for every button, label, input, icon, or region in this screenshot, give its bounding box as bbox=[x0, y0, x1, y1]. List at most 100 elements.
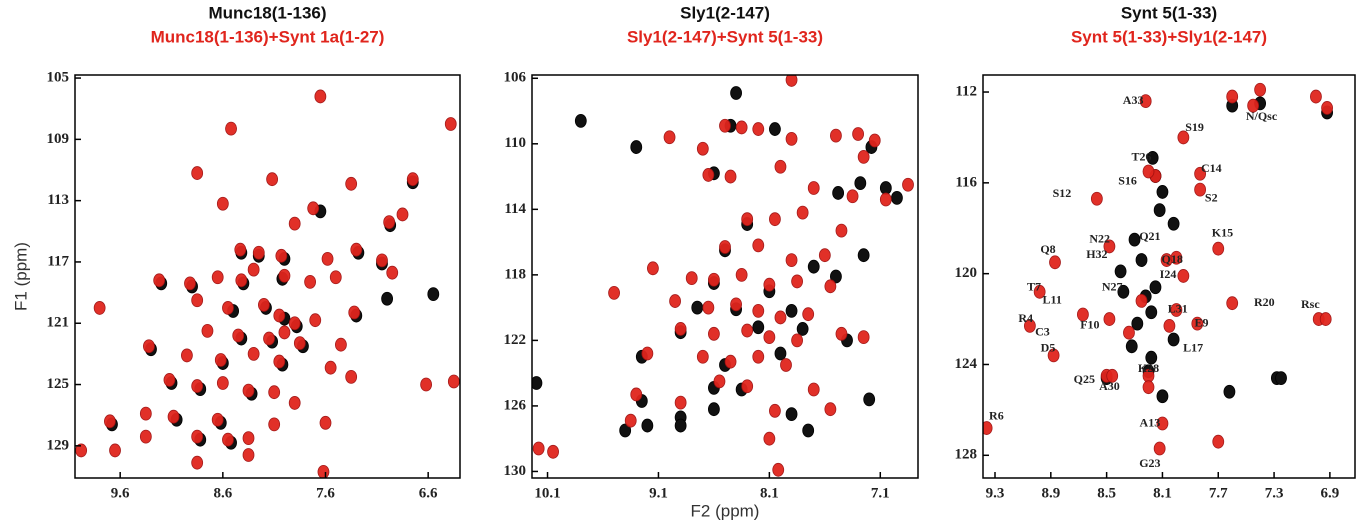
peak bbox=[288, 396, 301, 410]
peak-label: N22 bbox=[1089, 231, 1110, 245]
peak bbox=[835, 326, 848, 341]
peak bbox=[669, 294, 681, 308]
peak-label: T7 bbox=[1027, 280, 1041, 294]
peak bbox=[376, 253, 388, 268]
peak bbox=[852, 127, 865, 141]
peak-label: C14 bbox=[1201, 161, 1222, 175]
peak bbox=[383, 215, 396, 230]
peak bbox=[293, 336, 306, 351]
peak-label: T26 bbox=[1132, 150, 1152, 164]
peak bbox=[713, 374, 726, 389]
peak bbox=[752, 349, 765, 364]
peak bbox=[868, 133, 881, 148]
peak bbox=[630, 140, 643, 154]
peak bbox=[1145, 305, 1158, 320]
y-tick-label: 110 bbox=[504, 135, 526, 151]
peak bbox=[796, 205, 809, 220]
x-tick-label: 7.7 bbox=[1209, 485, 1228, 501]
peak-label: L17 bbox=[1183, 340, 1203, 354]
x-tick-label: 9.6 bbox=[111, 485, 130, 501]
peak bbox=[235, 273, 248, 288]
peak bbox=[201, 323, 214, 338]
peak bbox=[719, 240, 731, 254]
y-tick-label: 126 bbox=[504, 397, 527, 413]
peak bbox=[216, 376, 229, 390]
peak bbox=[807, 259, 820, 274]
peak bbox=[420, 377, 433, 392]
peak bbox=[532, 441, 545, 456]
peak bbox=[1149, 280, 1162, 295]
peak bbox=[846, 189, 859, 204]
peak bbox=[802, 307, 815, 322]
y-tick-label: 124 bbox=[955, 356, 978, 372]
peak-label: A30 bbox=[1099, 379, 1120, 393]
peak bbox=[674, 322, 687, 336]
peak bbox=[1212, 434, 1225, 449]
peak bbox=[143, 339, 155, 354]
peak bbox=[1310, 89, 1322, 104]
peak-label: L11 bbox=[1043, 293, 1062, 307]
peak bbox=[807, 382, 820, 397]
peak bbox=[835, 223, 848, 238]
peak-label: E9 bbox=[1195, 315, 1209, 329]
x-tick-label: 7.3 bbox=[1265, 485, 1284, 501]
peak bbox=[696, 349, 709, 364]
x-tick-label: 6.9 bbox=[1321, 485, 1340, 501]
peak bbox=[181, 348, 193, 363]
peak bbox=[1223, 384, 1236, 399]
peak bbox=[752, 238, 765, 253]
peak bbox=[348, 305, 361, 320]
peak bbox=[1247, 98, 1260, 113]
y-tick-label: 112 bbox=[955, 83, 977, 99]
y-axis-label: F1 (ppm) bbox=[11, 242, 30, 311]
panel-title: Sly1(2-147) bbox=[680, 3, 770, 22]
peak bbox=[447, 374, 460, 389]
peak bbox=[266, 172, 279, 187]
peak bbox=[242, 431, 255, 446]
peak-label: Q8 bbox=[1040, 242, 1055, 256]
peak bbox=[691, 300, 704, 315]
peak bbox=[857, 248, 870, 263]
peak bbox=[1321, 101, 1333, 115]
peak bbox=[216, 196, 229, 211]
peak bbox=[335, 337, 347, 352]
peak bbox=[321, 251, 334, 266]
peak bbox=[785, 304, 798, 318]
y-tick-label: 109 bbox=[47, 131, 70, 147]
peaks bbox=[532, 75, 914, 477]
x-tick-label: 7.1 bbox=[871, 485, 890, 501]
y-tick-label: 130 bbox=[504, 463, 527, 479]
peak bbox=[857, 150, 870, 164]
peak bbox=[854, 176, 867, 191]
peak bbox=[785, 75, 798, 87]
panel: Munc18(1-136) Munc18(1-136)+Synt 1a(1-27)… bbox=[11, 3, 461, 501]
peak-label: S2 bbox=[1205, 190, 1218, 204]
peak bbox=[702, 300, 715, 315]
peak bbox=[396, 207, 409, 222]
peak bbox=[1194, 166, 1207, 181]
peak bbox=[630, 387, 643, 402]
peak bbox=[1123, 325, 1135, 340]
y-tick-label: 114 bbox=[504, 201, 526, 217]
peak bbox=[1049, 255, 1061, 270]
peak-label: S19 bbox=[1185, 120, 1204, 134]
peak bbox=[184, 276, 196, 291]
peak bbox=[1163, 318, 1176, 333]
peak bbox=[769, 403, 781, 418]
peak bbox=[268, 385, 281, 400]
y-tick-label: 117 bbox=[47, 253, 69, 269]
peak bbox=[1090, 191, 1103, 206]
peak-label: I24 bbox=[1160, 267, 1177, 281]
peak bbox=[763, 277, 776, 292]
peak bbox=[641, 346, 654, 361]
peak bbox=[824, 402, 837, 417]
peak-label: Rsc bbox=[1301, 297, 1320, 311]
peak bbox=[314, 89, 327, 104]
panel: Synt 5(1-33) Synt 5(1-33)+Sly1(2-147) 9.3 8… bbox=[955, 3, 1356, 501]
peak bbox=[769, 212, 781, 227]
peak bbox=[1177, 269, 1190, 283]
peak bbox=[406, 172, 419, 187]
peak bbox=[93, 301, 106, 315]
peak bbox=[1033, 284, 1046, 299]
peak bbox=[109, 443, 121, 458]
